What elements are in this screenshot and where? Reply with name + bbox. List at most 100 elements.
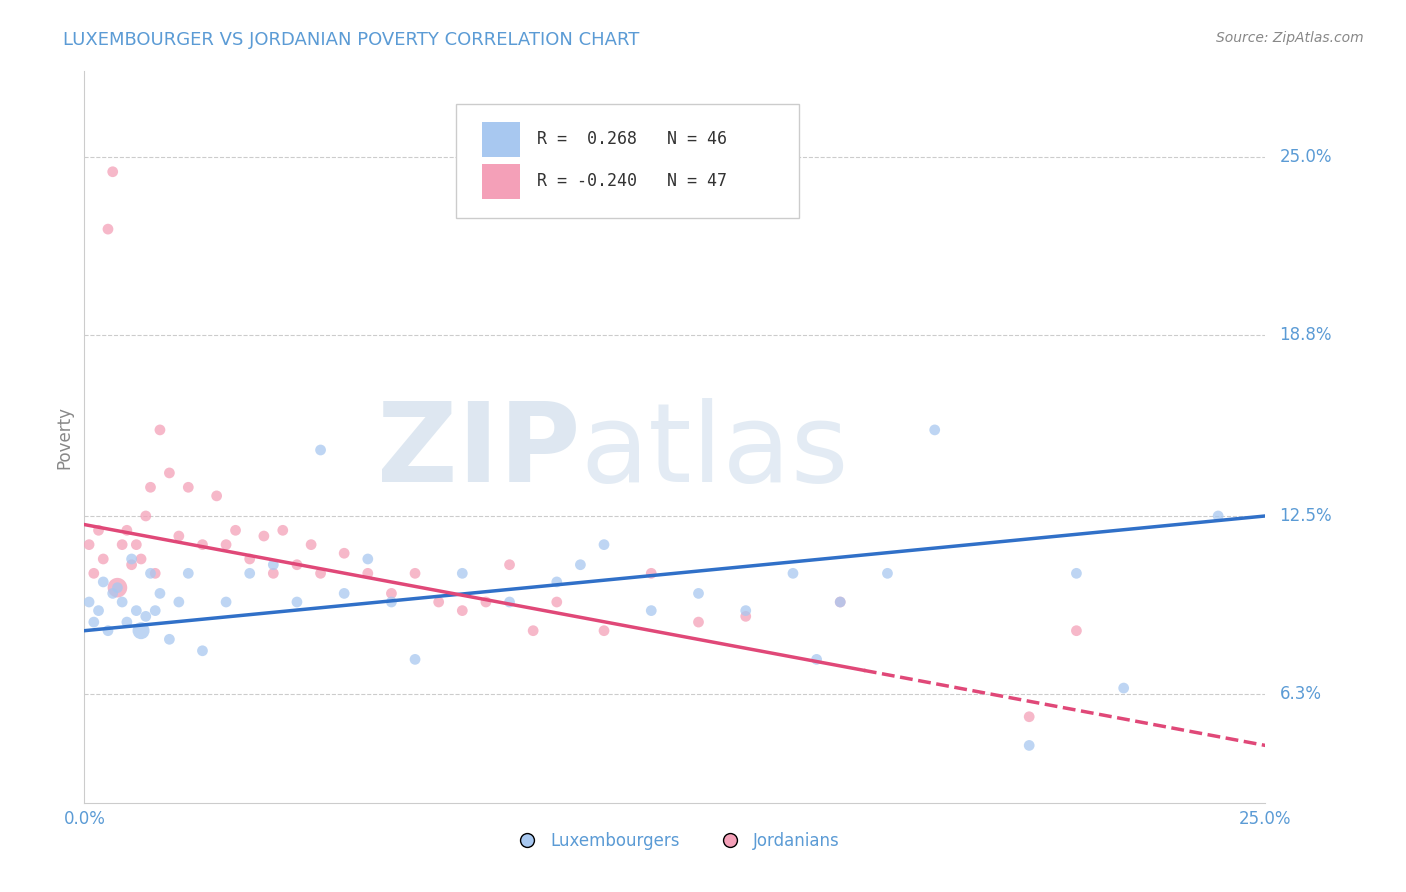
Text: ZIP: ZIP [377, 398, 581, 505]
Bar [482, 122, 520, 157]
Point [215, 538, 238, 552]
Point [299, 538, 322, 552]
Point [404, 566, 426, 581]
Point [451, 566, 474, 581]
Point [380, 595, 402, 609]
Point [135, 508, 157, 523]
Bar [482, 163, 520, 199]
Point [205, 489, 228, 503]
Point [285, 558, 308, 572]
Point [498, 558, 520, 572]
Point [111, 538, 134, 552]
Point [83, 615, 105, 629]
Point [546, 574, 568, 589]
Point [640, 604, 662, 618]
Point [77, 538, 100, 552]
Point [157, 466, 180, 480]
Point [285, 595, 308, 609]
Point [225, 524, 247, 538]
Point [1018, 739, 1040, 753]
Point [688, 586, 710, 600]
Point [830, 595, 852, 609]
Point [107, 581, 129, 595]
Point [734, 604, 756, 618]
Text: atlas: atlas [581, 398, 849, 505]
Point [569, 558, 592, 572]
Point [1206, 508, 1229, 523]
Point [129, 624, 152, 638]
Point [309, 566, 332, 581]
Point [107, 581, 129, 595]
Point [357, 552, 380, 566]
Point [115, 615, 138, 629]
Point [167, 529, 190, 543]
Point [177, 566, 200, 581]
Point [262, 558, 284, 572]
Point [97, 624, 120, 638]
Point [77, 595, 100, 609]
Text: LUXEMBOURGER VS JORDANIAN POVERTY CORRELATION CHART: LUXEMBOURGER VS JORDANIAN POVERTY CORREL… [63, 31, 640, 49]
Point [806, 652, 828, 666]
Point [404, 652, 426, 666]
Point [1018, 710, 1040, 724]
Point [149, 586, 172, 600]
Point [333, 586, 356, 600]
Point [253, 529, 276, 543]
Point [215, 595, 238, 609]
Point [149, 423, 172, 437]
Y-axis label: Poverty: Poverty [55, 406, 73, 468]
Point [143, 604, 166, 618]
Point [139, 566, 162, 581]
Point [177, 480, 200, 494]
Point [876, 566, 898, 581]
Point [593, 538, 616, 552]
Point [380, 586, 402, 600]
Point [125, 604, 148, 618]
Point [451, 604, 474, 618]
Point [125, 538, 148, 552]
Text: R =  0.268   N = 46: R = 0.268 N = 46 [537, 130, 727, 148]
Point [97, 222, 120, 236]
Point [143, 566, 166, 581]
Point [191, 538, 214, 552]
Point [1066, 624, 1088, 638]
Point [734, 609, 756, 624]
Point [239, 552, 262, 566]
Point [427, 595, 450, 609]
Text: R = -0.240   N = 47: R = -0.240 N = 47 [537, 172, 727, 190]
Point [830, 595, 852, 609]
Point [91, 574, 114, 589]
Point [101, 165, 124, 179]
Point [309, 442, 332, 457]
Point [101, 586, 124, 600]
Point [135, 609, 157, 624]
Point [83, 566, 105, 581]
Point [333, 546, 356, 560]
Point [782, 566, 804, 581]
Point [121, 558, 143, 572]
Point [593, 624, 616, 638]
Point [262, 566, 284, 581]
Point [121, 552, 143, 566]
Point [111, 595, 134, 609]
Point [87, 524, 110, 538]
Text: 25.0%: 25.0% [1279, 148, 1331, 167]
Point [271, 524, 294, 538]
Point [87, 604, 110, 618]
Text: 18.8%: 18.8% [1279, 326, 1331, 344]
Point [640, 566, 662, 581]
Point [522, 624, 544, 638]
Point [357, 566, 380, 581]
Point [91, 552, 114, 566]
Point [129, 552, 152, 566]
FancyBboxPatch shape [457, 104, 799, 218]
Point [115, 524, 138, 538]
Point [157, 632, 180, 647]
Point [546, 595, 568, 609]
Point [475, 595, 498, 609]
Point [688, 615, 710, 629]
Point [167, 595, 190, 609]
Legend: Luxembourgers, Jordanians: Luxembourgers, Jordanians [503, 825, 846, 856]
Point [191, 644, 214, 658]
Point [239, 566, 262, 581]
